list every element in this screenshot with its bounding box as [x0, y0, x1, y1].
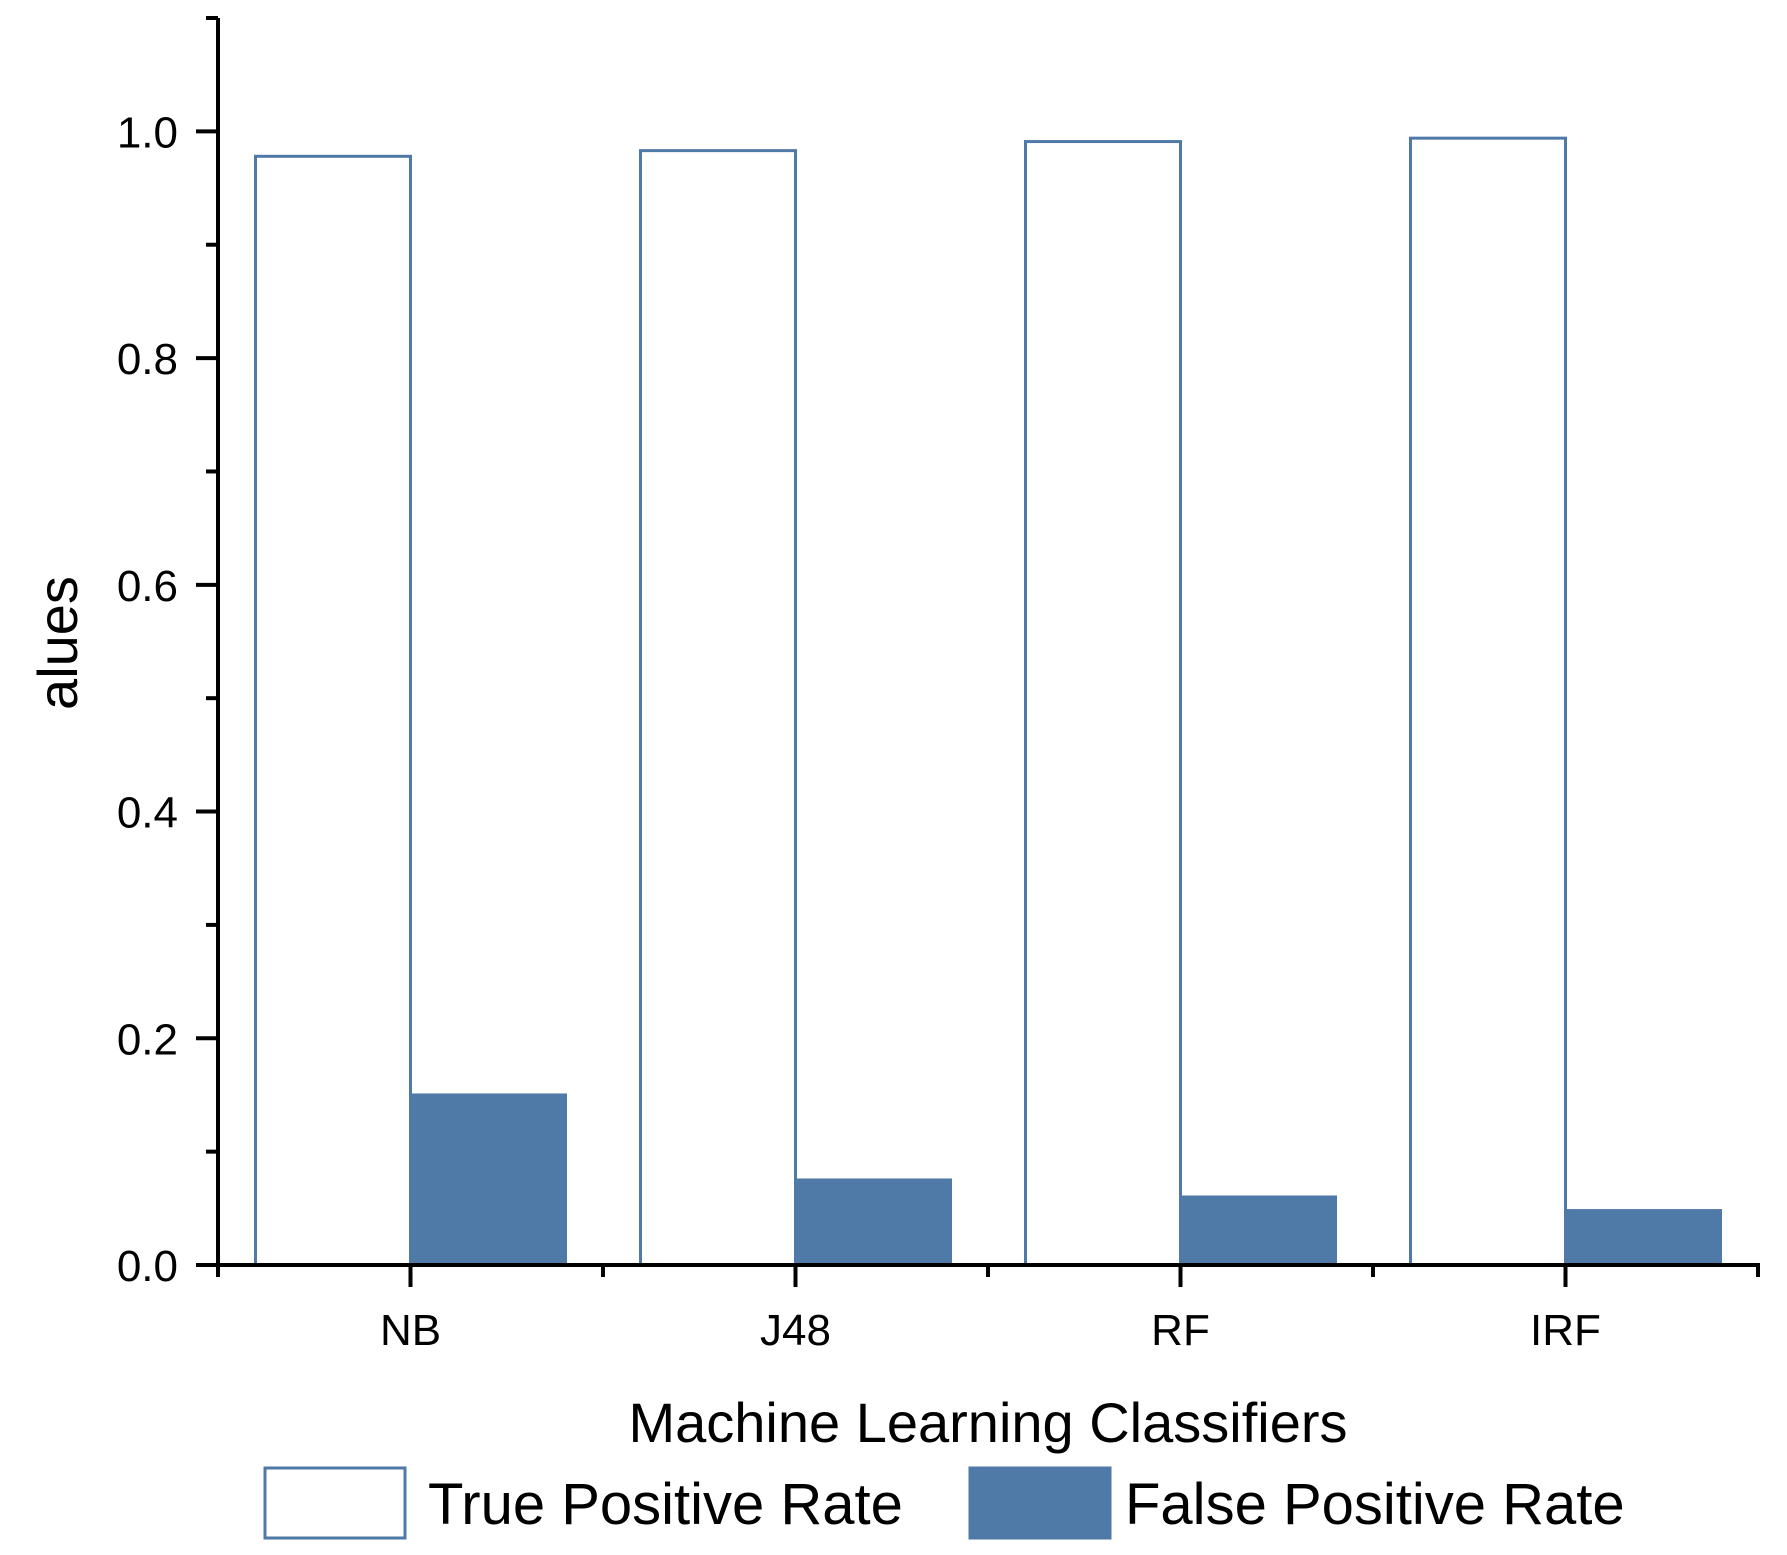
x-tick-label-rf: RF: [1151, 1306, 1210, 1355]
legend: True Positive Rate False Positive Rate: [263, 1466, 1625, 1540]
bar-tpr-j48: [639, 149, 797, 1267]
x-tick-label-irf: IRF: [1530, 1306, 1601, 1355]
bar-fpr-j48: [794, 1178, 952, 1267]
bars-group: [254, 136, 1722, 1267]
x-ticks-group: NB J48 RF IRF: [216, 1265, 1760, 1355]
y-tick-label: 1.0: [117, 108, 178, 157]
x-tick-label-nb: NB: [380, 1306, 441, 1355]
x-axis-title: Machine Learning Classifiers: [628, 1391, 1347, 1454]
y-ticks-group: 0.0 0.2 0.4 0.6 0.8 1.0: [117, 16, 218, 1291]
bar-fpr-nb: [409, 1093, 567, 1267]
y-tick-label: 0.6: [117, 562, 178, 611]
y-tick-label: 0.2: [117, 1015, 178, 1064]
y-tick-label: 0.8: [117, 335, 178, 384]
legend-label-tpr: True Positive Rate: [428, 1472, 903, 1537]
bar-fpr-rf: [1179, 1195, 1337, 1267]
legend-swatch-tpr: [263, 1466, 407, 1540]
legend-swatch-fpr: [968, 1466, 1112, 1540]
legend-label-fpr: False Positive Rate: [1125, 1472, 1625, 1537]
bar-tpr-nb: [254, 154, 412, 1267]
bar-tpr-irf: [1409, 136, 1567, 1267]
bar-fpr-irf: [1564, 1209, 1722, 1267]
y-tick-label: 0.4: [117, 789, 178, 838]
y-axis-title: alues: [26, 576, 89, 710]
y-tick-label: 0.0: [117, 1242, 178, 1291]
bar-tpr-rf: [1024, 140, 1182, 1267]
x-tick-label-j48: J48: [760, 1306, 831, 1355]
